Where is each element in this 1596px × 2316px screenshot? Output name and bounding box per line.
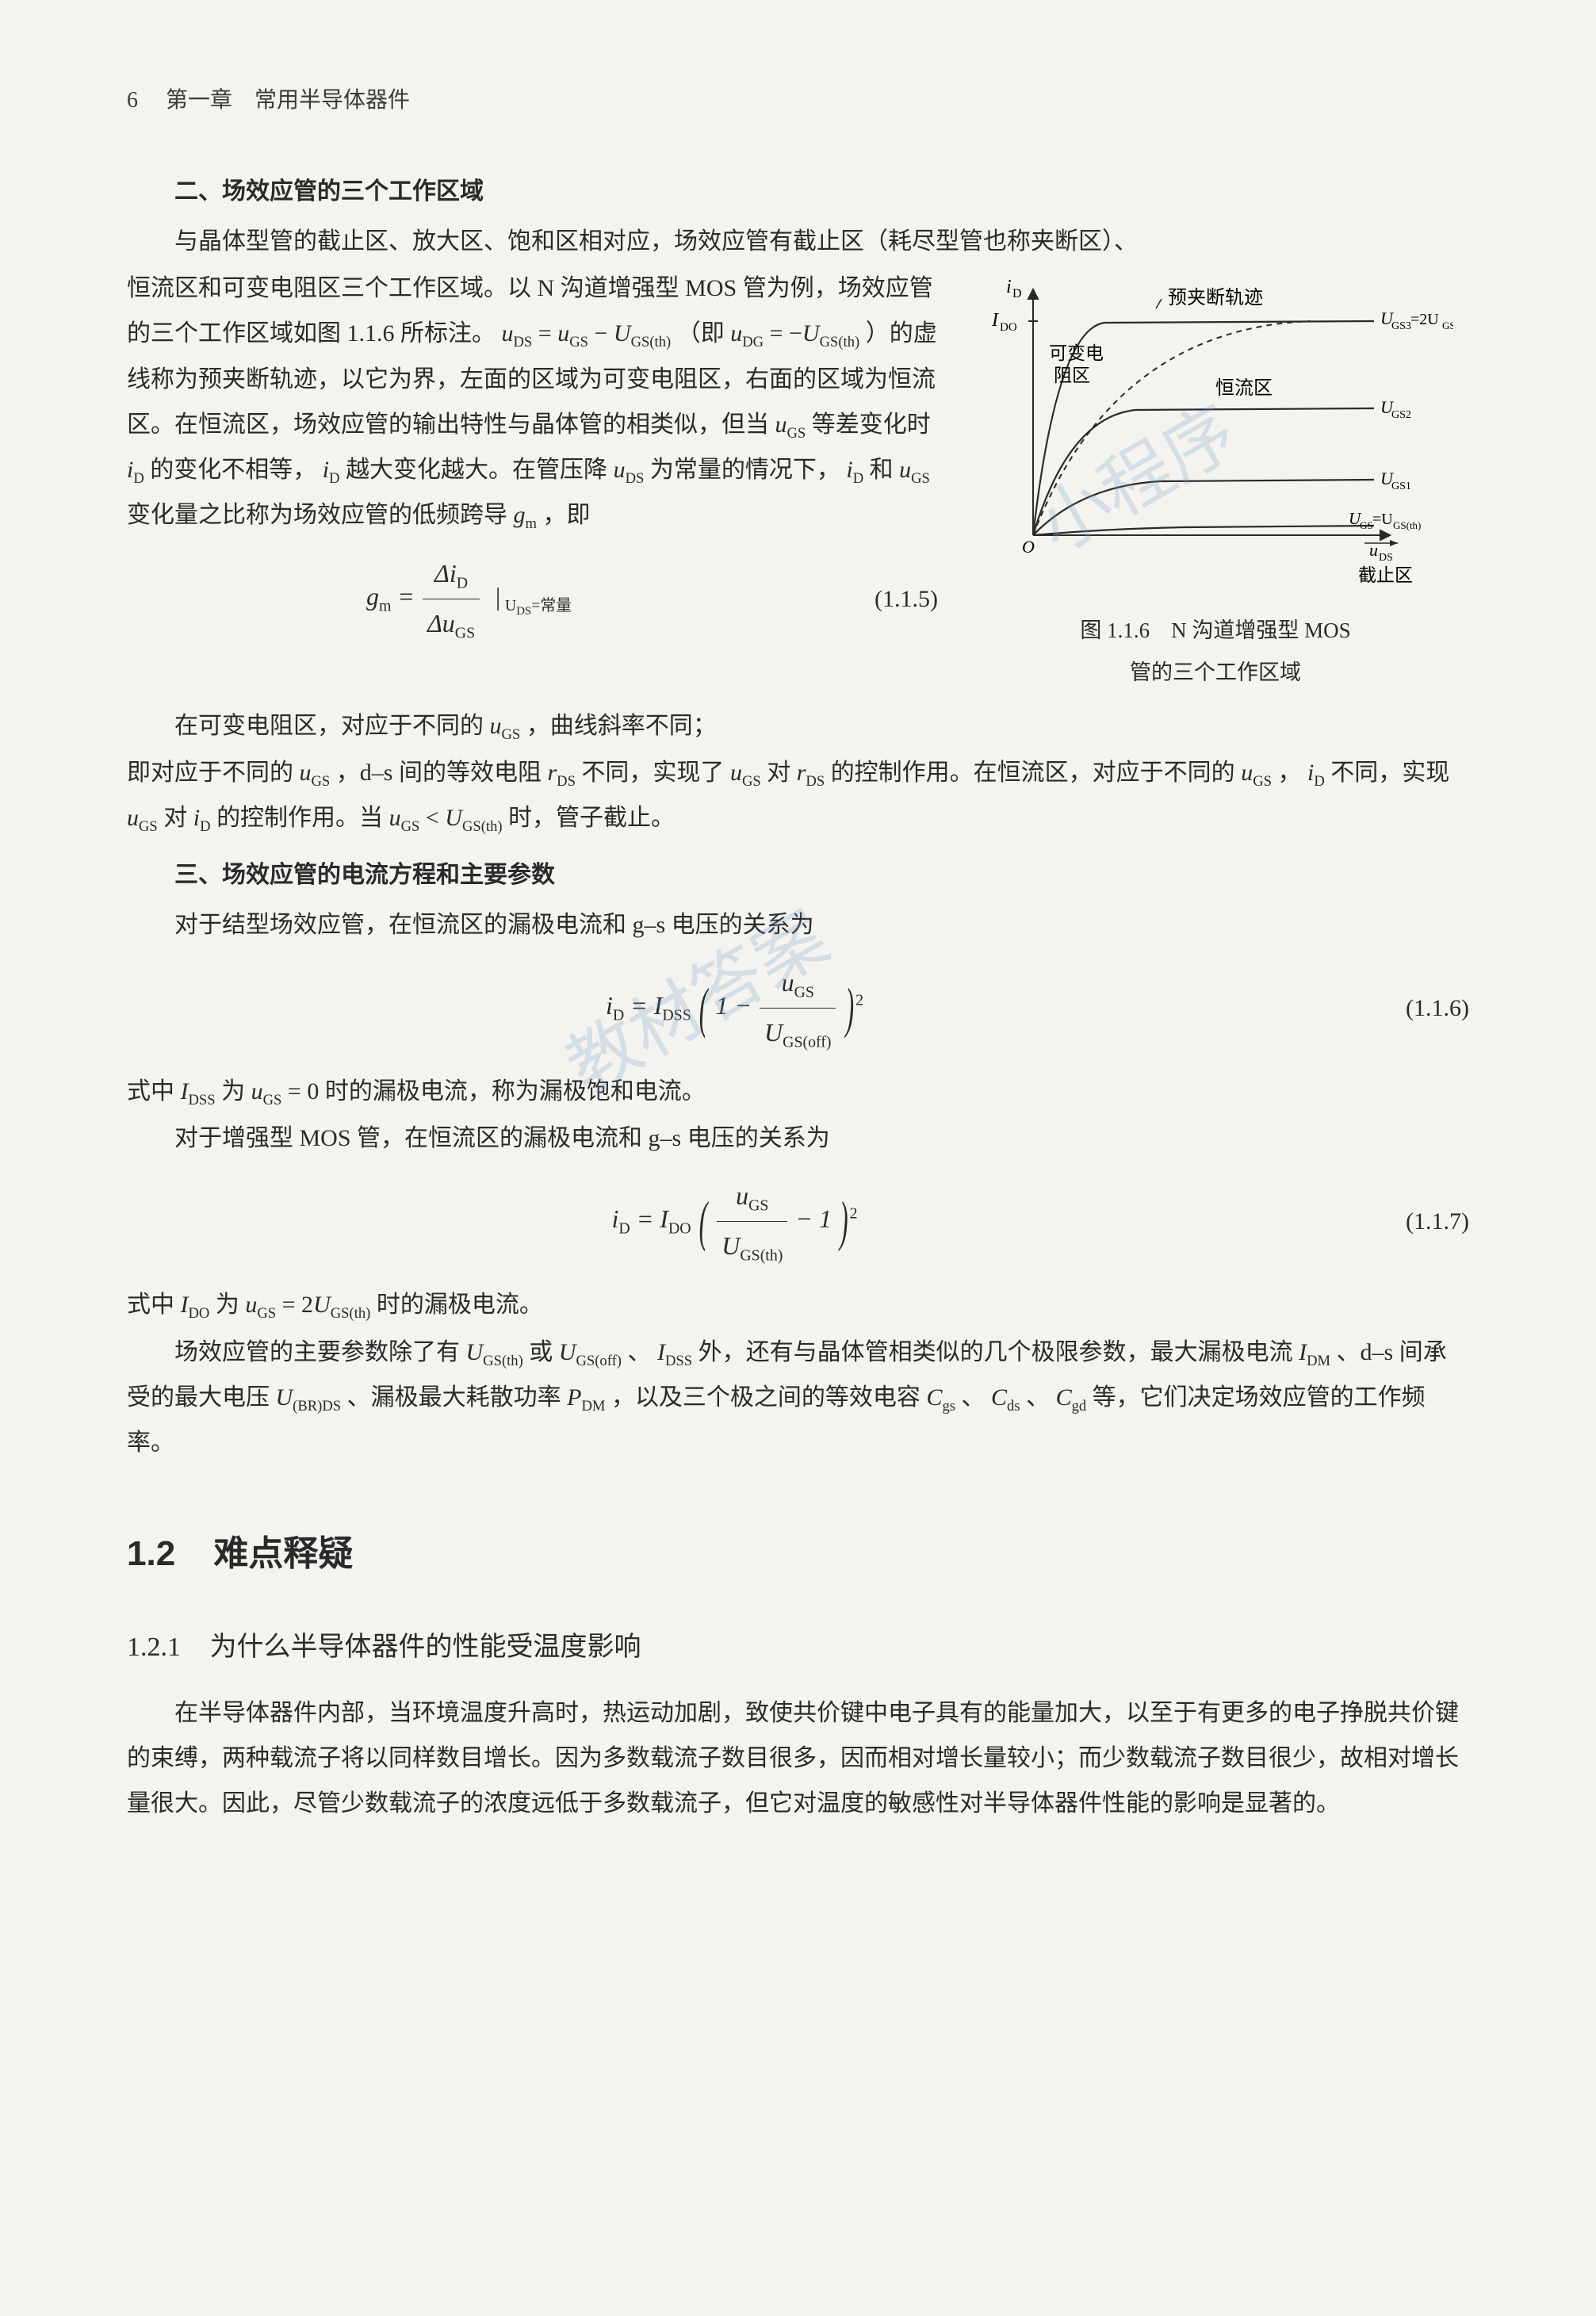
equation-1-1-7: iD = IDO ( uGS UGS(th) − 1 )2 (1.1.7) bbox=[127, 1172, 1469, 1271]
p4h: 对 bbox=[163, 805, 193, 831]
chapter-title: 第一章 常用半导体器件 bbox=[166, 88, 410, 113]
p8b: 为 bbox=[216, 1292, 246, 1318]
p2e: 的变化不相等， bbox=[150, 457, 316, 483]
svg-text:可变电: 可变电 bbox=[1049, 343, 1104, 363]
figure-1-1-6: i D I DO 预夹断轨迹 可变电 阻区 恒流区 U GS3 =2U GS(t… bbox=[962, 274, 1469, 690]
para-3: 在可变电阻区，对应于不同的 uGS ，曲线斜率不同； bbox=[127, 703, 1469, 748]
svg-text:阻区: 阻区 bbox=[1054, 366, 1090, 385]
para-10: 在半导体器件内部，当环境温度升高时，热运动加剧，致使共价键中电子具有的能量加大，… bbox=[127, 1690, 1469, 1826]
svg-text:GS: GS bbox=[1360, 519, 1373, 531]
p4d: 对 bbox=[767, 760, 797, 786]
p3b: ，曲线斜率不同； bbox=[526, 713, 717, 739]
p4i: 的控制作用。当 bbox=[216, 805, 389, 831]
subheading-2: 二、场效应管的三个工作区域 bbox=[174, 169, 1469, 214]
equation-1-1-5: gm = ΔiD ΔuGS | UDS=常量 (1.1.5) bbox=[127, 549, 938, 649]
svg-text:GS(th): GS(th) bbox=[1442, 320, 1453, 331]
p2i: 变化量之比称为场效应管的低频跨导 bbox=[127, 502, 514, 528]
mos-regions-chart: i D I DO 预夹断轨迹 可变电 阻区 恒流区 U GS3 =2U GS(t… bbox=[978, 274, 1453, 591]
para-8: 式中 IDO 为 uGS = 2UGS(th) 时的漏极电流。 bbox=[127, 1282, 1469, 1327]
subheading-3: 三、场效应管的电流方程和主要参数 bbox=[174, 852, 1469, 898]
page-header: 6 第一章 常用半导体器件 bbox=[127, 79, 1469, 121]
h3-num: 1.2.1 bbox=[127, 1633, 181, 1662]
svg-text:恒流区: 恒流区 bbox=[1215, 377, 1273, 399]
eq-num-117: (1.1.7) bbox=[1342, 1199, 1469, 1244]
p9d: 外，还有与晶体管相类似的几个极限参数，最大漏极电流 bbox=[698, 1339, 1299, 1365]
p6a: 式中 bbox=[127, 1078, 181, 1104]
p6c: = 0 时的漏极电流，称为漏极饱和电流。 bbox=[288, 1078, 706, 1104]
p2f: 越大变化越大。在管压降 bbox=[346, 457, 614, 483]
equation-1-1-6: iD = IDSS ( 1 − uGS UGS(off) )2 (1.1.6) bbox=[127, 959, 1469, 1058]
p4g: 不同，实现 bbox=[1330, 760, 1449, 786]
figure-caption-l1: 图 1.1.6 N 沟道增强型 MOS bbox=[962, 614, 1469, 648]
p9f: 、漏极最大耗散功率 bbox=[347, 1384, 568, 1411]
para-1: 与晶体型管的截止区、放大区、饱和区相对应，场效应管有截止区（耗尽型管也称夹断区）… bbox=[127, 219, 1469, 264]
para-4: 即对应于不同的 uGS ，d–s 间的等效电阻 rDS 不同，实现了 uGS 对… bbox=[127, 750, 1469, 841]
svg-text:I: I bbox=[991, 310, 999, 331]
para-6: 式中 IDSS 为 uGS = 0 时的漏极电流，称为漏极饱和电流。 bbox=[127, 1069, 1469, 1114]
p4b: ，d–s 间的等效电阻 bbox=[336, 760, 548, 786]
svg-text:GS1: GS1 bbox=[1391, 480, 1411, 492]
heading-1-2-1: 1.2.1 为什么半导体器件的性能受温度影响 bbox=[127, 1622, 1469, 1674]
p9h: 、 bbox=[962, 1384, 986, 1411]
p2j: ，即 bbox=[542, 502, 590, 528]
p3: 在可变电阻区，对应于不同的 bbox=[174, 713, 490, 739]
p6b: 为 bbox=[221, 1078, 251, 1104]
h3-text: 为什么半导体器件的性能受温度影响 bbox=[210, 1633, 641, 1662]
svg-text:=2U: =2U bbox=[1410, 311, 1439, 328]
p8a: 式中 bbox=[127, 1292, 181, 1318]
p8c: 时的漏极电流。 bbox=[377, 1292, 543, 1318]
p2g: 为常量的情况下， bbox=[650, 457, 840, 483]
svg-text:O: O bbox=[1022, 537, 1035, 557]
heading-1-2: 1.2 难点释疑 bbox=[127, 1521, 1469, 1587]
p9c: 、 bbox=[627, 1339, 651, 1365]
p9i: 、 bbox=[1026, 1384, 1050, 1411]
figure-caption-l2: 管的三个工作区域 bbox=[962, 656, 1469, 690]
svg-text:=U: =U bbox=[1372, 511, 1393, 528]
eq-num-116: (1.1.6) bbox=[1342, 986, 1469, 1031]
p4: 即对应于不同的 bbox=[127, 760, 300, 786]
p2b: （即 bbox=[677, 320, 731, 346]
page-number: 6 bbox=[127, 88, 138, 113]
p4f: ， bbox=[1277, 760, 1301, 786]
svg-text:i: i bbox=[1006, 277, 1012, 297]
p9g: ，以及三个极之间的等效电容 bbox=[611, 1384, 927, 1411]
para-7: 对于增强型 MOS 管，在恒流区的漏极电流和 g–s 电压的关系为 bbox=[127, 1116, 1469, 1161]
svg-text:预夹断轨迹: 预夹断轨迹 bbox=[1168, 287, 1263, 308]
svg-text:GS2: GS2 bbox=[1391, 409, 1411, 421]
svg-text:DO: DO bbox=[1000, 321, 1017, 334]
p9b: 或 bbox=[529, 1339, 559, 1365]
para-5: 对于结型场效应管，在恒流区的漏极电流和 g–s 电压的关系为 bbox=[127, 902, 1469, 947]
svg-text:D: D bbox=[1012, 287, 1022, 301]
svg-text:截止区: 截止区 bbox=[1358, 565, 1413, 585]
para-9: 场效应管的主要参数除了有 UGS(th) 或 UGS(off) 、 IDSS 外… bbox=[127, 1330, 1469, 1466]
p2h: 和 bbox=[870, 457, 900, 483]
p4c: 不同，实现了 bbox=[581, 760, 730, 786]
p2d: 等差变化时 bbox=[812, 412, 931, 438]
h2-num: 1.2 bbox=[127, 1534, 175, 1573]
svg-text:GS(th): GS(th) bbox=[1393, 519, 1421, 531]
p4e: 的控制作用。在恒流区，对应于不同的 bbox=[831, 760, 1242, 786]
eq-num-115: (1.1.5) bbox=[811, 576, 938, 622]
svg-text:DS: DS bbox=[1379, 552, 1393, 564]
p4j: 时，管子截止。 bbox=[508, 805, 675, 831]
svg-text:GS3: GS3 bbox=[1391, 320, 1411, 332]
p9: 场效应管的主要参数除了有 bbox=[174, 1339, 466, 1365]
h2-text: 难点释疑 bbox=[213, 1534, 353, 1573]
